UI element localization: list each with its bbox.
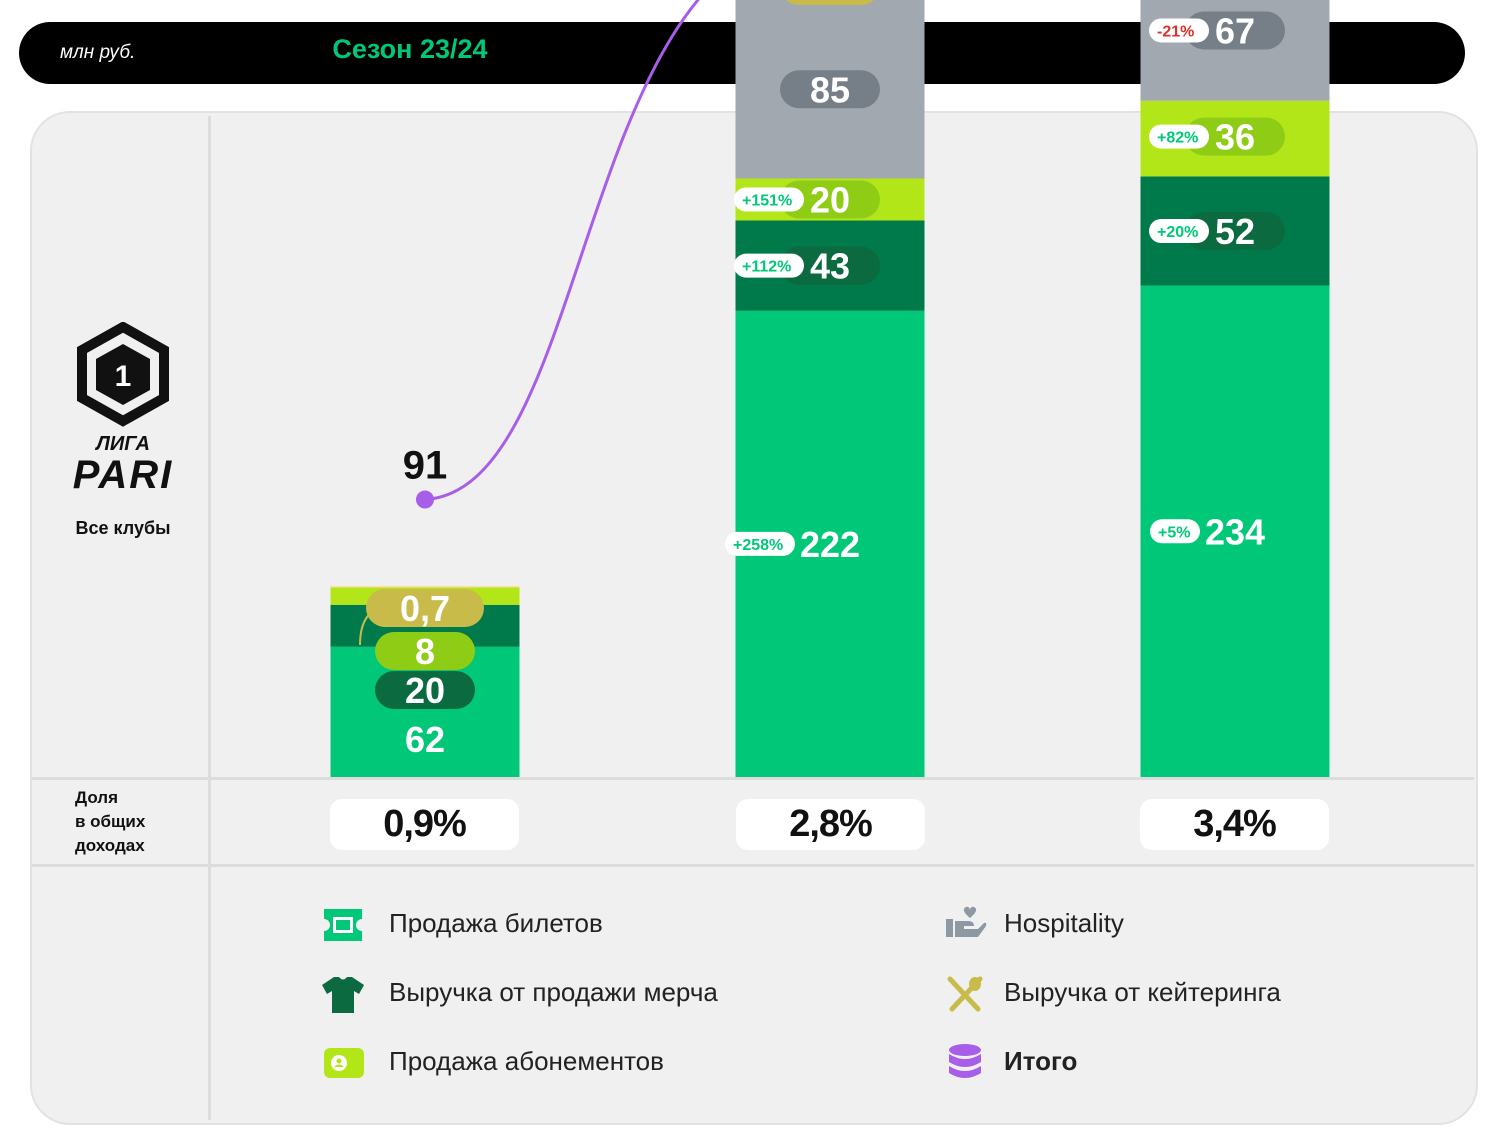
season-header-1: Сезон 23/24 <box>332 34 488 64</box>
panel-divider-legend <box>32 864 1474 867</box>
season-pass-icon <box>324 1048 364 1078</box>
panel-divider-bars <box>32 777 1474 780</box>
share-value-2: 2,8% <box>736 799 925 850</box>
value-label: 20 <box>810 180 850 221</box>
change-pill <box>1149 124 1209 149</box>
change-pill <box>725 531 795 556</box>
legend-label-total: Итого <box>1004 1046 1078 1076</box>
hospitality-icon <box>946 906 987 937</box>
bar-segment <box>330 586 520 588</box>
change-label: +112% <box>742 259 791 276</box>
share-value-3: 3,4% <box>1140 799 1329 850</box>
change-pill <box>1149 219 1209 243</box>
value-label: 85 <box>810 69 850 110</box>
value-label: 0,7 <box>400 588 450 629</box>
total-label: 91 <box>403 444 448 488</box>
value-pill <box>780 246 880 285</box>
change-label: +20% <box>1157 224 1198 241</box>
value-pill <box>375 720 475 758</box>
change-pill <box>734 253 804 278</box>
legend-label: Hospitality <box>1004 908 1124 938</box>
value-pill <box>771 524 889 563</box>
total-point <box>416 490 434 509</box>
value-label: 222 <box>800 524 860 565</box>
shirt-icon <box>322 977 364 1013</box>
legend-label: Выручка от продажи мерча <box>389 977 718 1007</box>
share-value-1: 0,9% <box>330 799 519 850</box>
logo-text-top: ЛИГА <box>94 433 150 455</box>
change-label: +258% <box>733 537 783 554</box>
catering-connector <box>359 607 381 646</box>
total-icon <box>949 1044 981 1078</box>
legend-label: Продажа абонементов <box>389 1046 664 1076</box>
value-label: 36 <box>1215 117 1255 158</box>
change-pill <box>1149 18 1209 43</box>
share-label: Доля в общих доходах <box>75 786 145 858</box>
share-label-line: в общих <box>75 812 146 831</box>
svg-text:1: 1 <box>115 360 132 393</box>
value-label: 43 <box>810 246 850 287</box>
value-pill <box>786 0 874 5</box>
value-label: 234 <box>1205 511 1265 552</box>
value-pill <box>780 180 880 219</box>
share-label-line: Доля <box>75 788 118 807</box>
unit-label: млн руб. <box>60 42 136 63</box>
change-label: +82% <box>1157 130 1198 147</box>
legend-label: Выручка от кейтеринга <box>1004 977 1281 1007</box>
value-pill <box>366 589 484 627</box>
total-line <box>424 0 700 502</box>
value-pill <box>1185 117 1285 156</box>
all-clubs-caption: Все клубы <box>75 518 171 538</box>
hexagon-logo-icon <box>77 322 169 427</box>
value-label: 20 <box>405 670 445 711</box>
value-pill <box>375 632 475 670</box>
ticket-icon <box>324 909 362 941</box>
value-label: 62 <box>405 719 445 760</box>
share-label-line: доходах <box>75 836 145 855</box>
value-label: 10 <box>810 0 850 7</box>
value-pill <box>1176 512 1294 551</box>
value-label: 8 <box>415 631 435 672</box>
change-label: +5% <box>1158 524 1190 541</box>
value-pill <box>780 70 880 109</box>
panel-divider-vertical <box>208 116 211 1120</box>
value-pill <box>1185 11 1285 50</box>
logo-text-bottom: PARI <box>73 453 174 494</box>
change-label: +151% <box>742 193 792 210</box>
change-pill <box>734 187 804 212</box>
change-pill <box>1150 519 1200 544</box>
change-label: -21% <box>1157 23 1194 40</box>
value-pill <box>375 671 475 709</box>
league-logo: 1 ЛИГА PARI <box>73 322 174 494</box>
legend-label: Продажа билетов <box>389 908 603 938</box>
value-label: 52 <box>1215 211 1255 252</box>
catering-icon <box>947 976 983 1012</box>
value-label: 67 <box>1215 10 1255 51</box>
value-pill <box>1185 212 1285 250</box>
